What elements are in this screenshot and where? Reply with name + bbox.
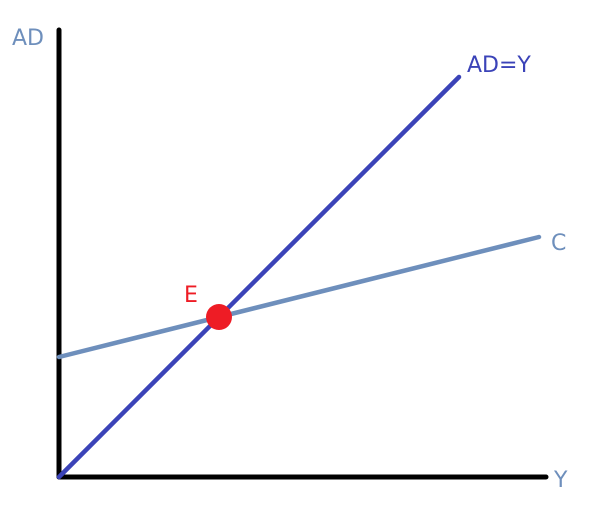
ad-equals-y-label: AD=Y: [467, 53, 531, 78]
consumption-line: [56, 234, 542, 360]
equilibrium-point: [206, 304, 232, 330]
ad-equals-y-line: [56, 74, 462, 480]
x-axis-label: Y: [553, 468, 568, 493]
consumption-label: C: [551, 231, 566, 256]
equilibrium-label: E: [184, 283, 198, 308]
y-axis-label: AD: [12, 26, 44, 51]
diagram-lines: [56, 74, 542, 480]
